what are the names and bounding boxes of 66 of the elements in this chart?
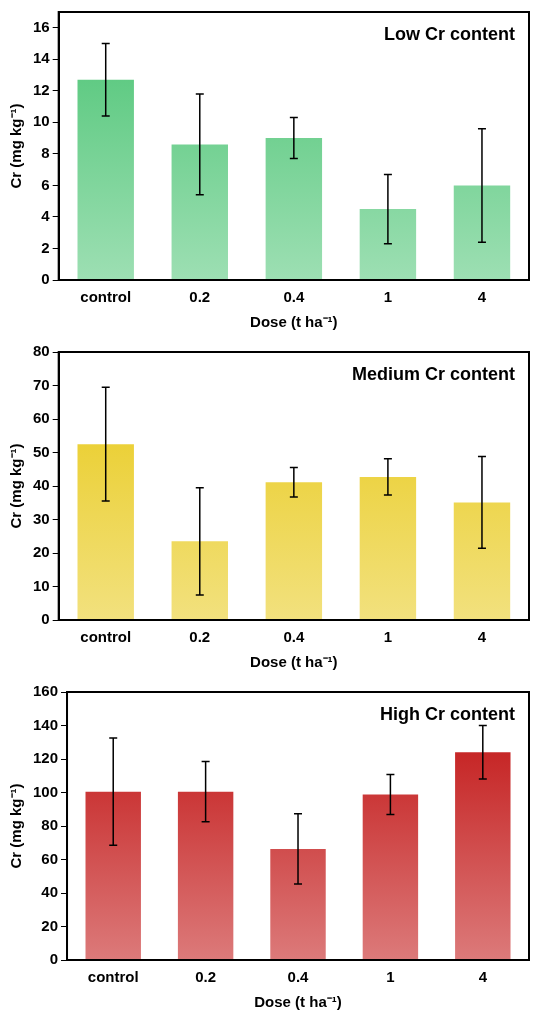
bar — [359, 209, 417, 280]
y-tick-label: 30 — [33, 509, 50, 527]
y-tick-label: 60 — [41, 849, 59, 867]
y-tick-label: 0 — [49, 950, 59, 968]
y-tick-label: 80 — [33, 342, 50, 360]
y-axis-title: Cr (mg kg⁻¹) — [7, 783, 25, 869]
y-tick-label: 2 — [41, 238, 50, 256]
x-tick-label: 1 — [383, 288, 393, 306]
x-tick-label: 0.2 — [189, 628, 211, 646]
y-tick-label: 12 — [33, 80, 50, 98]
bar — [455, 752, 511, 960]
y-tick-label: 0 — [41, 610, 50, 628]
bar — [171, 144, 228, 280]
y-tick-label: 14 — [33, 49, 51, 67]
y-tick-label: 4 — [41, 207, 51, 225]
x-tick-label: 0.4 — [287, 968, 310, 986]
bar — [77, 444, 134, 620]
y-tick-label: 10 — [33, 576, 50, 594]
x-tick-label: 1 — [386, 968, 395, 986]
y-axis-title: Cr (mg kg⁻¹) — [7, 103, 25, 189]
y-tick-label: 70 — [33, 375, 50, 393]
bar — [265, 138, 323, 280]
y-tick-label: 20 — [41, 916, 59, 934]
bar — [362, 794, 419, 960]
y-tick-label: 10 — [33, 112, 50, 130]
bar — [270, 848, 326, 960]
y-tick-label: 120 — [33, 749, 59, 767]
x-tick-label: 4 — [478, 968, 488, 986]
bar — [171, 541, 228, 620]
x-axis-title: Dose (t ha⁻¹) — [250, 653, 338, 671]
y-tick-label: 8 — [41, 144, 50, 162]
x-tick-label: control — [87, 968, 139, 986]
bar — [453, 502, 511, 620]
y-tick-label: 6 — [41, 175, 50, 193]
y-tick-label: 50 — [33, 442, 50, 460]
bar — [77, 79, 134, 280]
y-tick-label: 80 — [41, 816, 59, 834]
y-tick-label: 0 — [41, 270, 50, 288]
x-tick-label: 4 — [477, 288, 487, 306]
text: High Cr content — [380, 703, 515, 724]
bar — [177, 791, 234, 960]
y-tick-label: 40 — [41, 883, 59, 901]
x-tick-label: 0.4 — [283, 288, 305, 306]
y-tick-label: 100 — [33, 782, 59, 800]
bar — [453, 185, 511, 280]
y-tick-label: 20 — [33, 543, 50, 561]
x-tick-label: 1 — [383, 628, 393, 646]
y-tick-label: 16 — [33, 17, 50, 35]
x-axis-title: Dose (t ha⁻¹) — [250, 313, 338, 331]
x-tick-label: 4 — [477, 628, 487, 646]
x-axis-title: Dose (t ha⁻¹) — [254, 993, 342, 1011]
y-tick-label: 160 — [33, 682, 59, 700]
bar — [265, 482, 323, 620]
x-tick-label: 0.4 — [283, 628, 305, 646]
x-tick-label: control — [80, 288, 132, 306]
text: Low Cr content — [384, 23, 515, 44]
y-axis-title: Cr (mg kg⁻¹) — [7, 443, 25, 529]
bar — [359, 476, 417, 620]
y-tick-label: 40 — [33, 476, 50, 494]
y-tick-label: 60 — [33, 409, 50, 427]
y-tick-label: 140 — [33, 715, 59, 733]
x-tick-label: 0.2 — [195, 968, 217, 986]
x-tick-label: 0.2 — [189, 288, 211, 306]
text: Medium Cr content — [351, 363, 515, 384]
x-tick-label: control — [80, 628, 132, 646]
bar — [85, 791, 141, 960]
